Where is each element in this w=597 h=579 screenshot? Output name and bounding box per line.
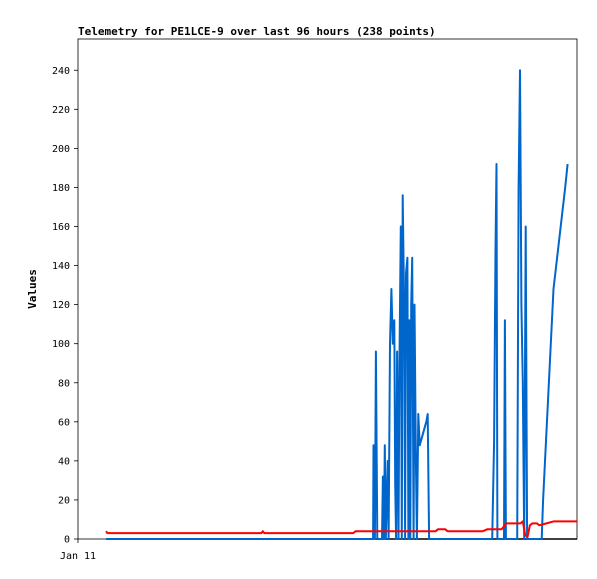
y-tick-label: 120: [52, 300, 70, 311]
plot-frame: [77, 38, 578, 540]
y-axis: 0 20 40 60 80 100 120 140 160 180 200 220 240: [52, 66, 78, 546]
y-tick-label: 160: [52, 222, 70, 233]
series-layer: [105, 69, 577, 540]
y-axis-label: Values: [26, 269, 39, 309]
y-tick-label: 60: [58, 417, 70, 428]
y-tick-label: 140: [52, 261, 70, 272]
x-axis: Jan 11: [60, 539, 96, 562]
y-tick-label: 0: [64, 535, 70, 546]
y-tick-label: 20: [58, 495, 70, 506]
y-tick-label: 240: [52, 66, 70, 77]
series-line-2: [105, 520, 577, 538]
x-tick-label: Jan 11: [60, 551, 96, 562]
y-tick-label: 200: [52, 144, 70, 155]
y-tick-label: 180: [52, 183, 70, 194]
series-line-1: [106, 69, 569, 540]
y-tick-label: 220: [52, 105, 70, 116]
y-tick-label: 100: [52, 339, 70, 350]
chart-title: Telemetry for PE1LCE-9 over last 96 hour…: [78, 25, 436, 38]
y-tick-label: 80: [58, 378, 70, 389]
y-tick-label: 40: [58, 456, 70, 467]
